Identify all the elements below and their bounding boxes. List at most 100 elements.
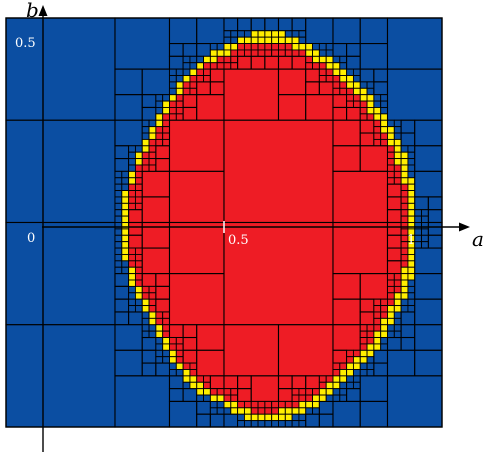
inside-cell: [141, 158, 150, 166]
inside-cell: [332, 221, 389, 275]
inside-cell: [393, 170, 402, 179]
boundary-cell: [121, 228, 130, 236]
outside-cell: [114, 68, 143, 96]
boundary-cell: [284, 36, 293, 45]
subdivision-cells: [5, 17, 443, 428]
inside-cell: [380, 138, 388, 147]
outside-cell: [373, 81, 389, 96]
inside-cell: [148, 285, 157, 294]
inside-cell: [291, 49, 300, 57]
inside-cell: [277, 324, 334, 377]
outside-cell: [141, 132, 150, 140]
inside-cell: [134, 190, 143, 198]
inside-cell: [298, 388, 307, 396]
outside-cell: [168, 400, 198, 428]
outside-cell: [332, 388, 341, 396]
outside-cell: [421, 215, 429, 223]
outside-cell: [155, 349, 164, 358]
inside-cell: [250, 55, 266, 70]
inside-cell: [223, 324, 280, 377]
boundary-cell: [271, 30, 279, 38]
inside-cell: [141, 170, 171, 198]
boundary-cell: [155, 330, 164, 338]
boundary-cell: [291, 36, 300, 45]
inside-cell: [189, 81, 198, 89]
boundary-cell: [175, 362, 184, 370]
outside-cell: [400, 311, 416, 326]
inside-cell: [141, 164, 150, 172]
outside-cell: [332, 17, 361, 45]
outside-cell: [380, 94, 388, 102]
inside-cell: [386, 183, 402, 198]
inside-cell: [148, 164, 157, 172]
boundary-cell: [400, 266, 409, 275]
inside-cell: [223, 62, 232, 70]
inside-cell: [359, 132, 375, 147]
inside-cell: [380, 311, 388, 319]
boundary-cell: [373, 113, 382, 121]
inside-cell: [264, 43, 273, 51]
inside-cell: [332, 87, 341, 96]
inside-cell: [128, 253, 136, 262]
outside-cell: [128, 285, 136, 294]
inside-cell: [250, 43, 259, 51]
b-axis-arrow: [38, 5, 48, 16]
boundary-cell: [352, 87, 361, 96]
outside-cell: [114, 177, 123, 185]
inside-cell: [373, 305, 382, 313]
boundary-cell: [359, 349, 368, 358]
inside-cell: [257, 49, 266, 57]
inside-cell: [134, 164, 143, 172]
boundary-cell: [400, 177, 409, 185]
inside-cell: [332, 273, 361, 300]
inside-cell: [264, 407, 273, 415]
outside-cell: [305, 413, 320, 428]
inside-cell: [318, 68, 327, 76]
outside-cell: [128, 305, 136, 313]
boundary-cell: [380, 126, 388, 134]
inside-cell: [332, 369, 341, 377]
b-tick-label-half: 0.5: [15, 36, 36, 51]
boundary-cell: [298, 400, 307, 409]
inside-cell: [155, 126, 164, 134]
boundary-cell: [400, 151, 409, 160]
inside-cell: [250, 407, 259, 415]
boundary-cell: [346, 81, 354, 89]
outside-cell: [196, 17, 225, 45]
inside-cell: [387, 273, 395, 281]
outside-cell: [366, 362, 375, 370]
boundary-cell: [271, 413, 279, 422]
inside-cell: [196, 81, 211, 96]
outside-cell: [325, 394, 334, 402]
outside-cell: [407, 285, 416, 294]
boundary-cell: [230, 407, 239, 415]
outside-cell: [203, 394, 211, 402]
inside-cell: [216, 388, 225, 396]
inside-cell: [359, 145, 389, 172]
outside-cell: [175, 369, 184, 377]
outside-cell: [291, 420, 300, 428]
inside-cell: [223, 68, 280, 121]
outside-cell: [352, 381, 361, 390]
outside-cell: [305, 17, 334, 45]
outside-cell: [141, 336, 157, 351]
inside-cell: [223, 55, 232, 64]
outside-cell: [114, 215, 123, 223]
inside-cell: [359, 119, 375, 134]
outside-cell: [114, 324, 143, 351]
boundary-cell: [155, 324, 164, 332]
inside-cell: [359, 100, 368, 108]
outside-cell: [359, 68, 375, 83]
outside-cell: [339, 62, 348, 70]
outside-cell: [237, 413, 245, 422]
boundary-cell: [291, 43, 300, 51]
inside-cell: [175, 343, 184, 351]
boundary-cell: [237, 407, 245, 415]
boundary-cell: [230, 43, 239, 51]
outside-cell: [291, 17, 307, 32]
boundary-cell: [121, 241, 130, 249]
outside-cell: [155, 356, 164, 364]
inside-cell: [141, 292, 150, 300]
outside-cell: [169, 68, 177, 76]
